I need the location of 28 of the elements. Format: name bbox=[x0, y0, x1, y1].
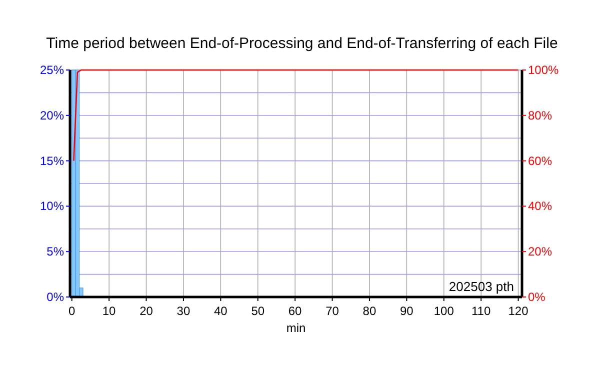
annotation: 202503 pth bbox=[448, 279, 514, 294]
y2-tick-label: 20% bbox=[528, 244, 552, 259]
x-tick-label: 10 bbox=[102, 304, 116, 318]
x-tick-label: 30 bbox=[176, 304, 190, 318]
y2-tick-label: 100% bbox=[528, 63, 560, 77]
x-tick-label: 80 bbox=[362, 304, 376, 318]
x-tick-label: 120 bbox=[508, 304, 529, 318]
x-tick-label: 90 bbox=[400, 304, 414, 318]
y-tick-label: 25% bbox=[40, 63, 64, 77]
x-tick-label: 0 bbox=[68, 304, 76, 318]
y-tick-label: 20% bbox=[40, 108, 64, 122]
x-tick-label: 110 bbox=[472, 304, 491, 318]
y2-tick-label: 60% bbox=[528, 154, 552, 168]
chart-title: Time period between End-of-Processing and End-of-Transferring of each File bbox=[46, 35, 558, 52]
y-tick-label: 0% bbox=[46, 290, 64, 304]
y2-tick-label: 80% bbox=[528, 108, 552, 122]
x-tick-label: 40 bbox=[214, 304, 228, 318]
y2-tick-label: 0% bbox=[528, 290, 546, 304]
y2-tick-label: 40% bbox=[528, 199, 552, 214]
x-tick-label: 50 bbox=[251, 304, 265, 318]
x-tick-label: 100 bbox=[434, 304, 454, 318]
y-tick-label: 5% bbox=[46, 244, 64, 259]
y-tick-label: 15% bbox=[40, 154, 64, 168]
x-tick-label: 20 bbox=[140, 304, 154, 318]
x-tick-label: 70 bbox=[326, 304, 340, 318]
x-tick-label: 60 bbox=[288, 304, 302, 318]
y-tick-label: 10% bbox=[40, 199, 64, 214]
x-axis-title: min bbox=[286, 321, 306, 335]
